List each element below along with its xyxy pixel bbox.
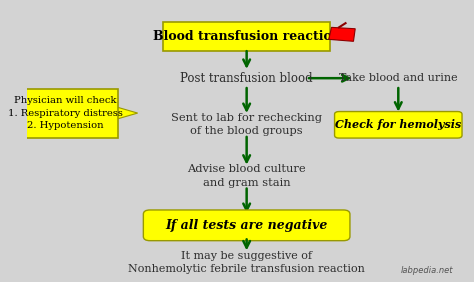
Text: Advise blood culture
and gram stain: Advise blood culture and gram stain [187, 164, 306, 188]
Polygon shape [329, 27, 355, 41]
Text: Physician will check
1. Respiratory distress
2. Hypotension: Physician will check 1. Respiratory dist… [8, 96, 123, 130]
Text: Post transfusion blood: Post transfusion blood [180, 72, 313, 85]
FancyBboxPatch shape [143, 210, 350, 241]
Polygon shape [113, 106, 137, 120]
FancyBboxPatch shape [12, 89, 118, 138]
Text: Check for hemolysis: Check for hemolysis [335, 119, 461, 130]
Text: Sent to lab for rechecking
of the blood groups: Sent to lab for rechecking of the blood … [171, 113, 322, 136]
Text: labpedia.net: labpedia.net [401, 266, 453, 275]
Text: Blood transfusion reaction: Blood transfusion reaction [153, 30, 341, 43]
Text: Take blood and urine: Take blood and urine [339, 73, 457, 83]
FancyBboxPatch shape [335, 112, 462, 138]
Text: If all tests are negative: If all tests are negative [165, 219, 328, 232]
FancyBboxPatch shape [163, 22, 330, 51]
Text: It may be suggestive of
Nonhemolytic febrile transfusion reaction: It may be suggestive of Nonhemolytic feb… [128, 251, 365, 274]
